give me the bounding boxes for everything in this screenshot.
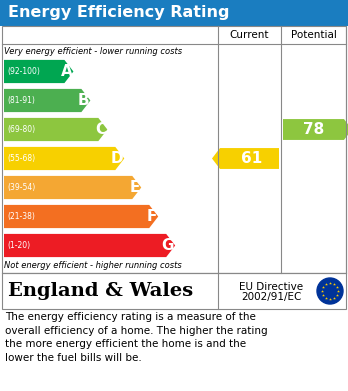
Text: 78: 78 <box>303 122 324 137</box>
Text: (81-91): (81-91) <box>7 96 35 105</box>
Text: (21-38): (21-38) <box>7 212 35 221</box>
Bar <box>2 273 346 309</box>
Polygon shape <box>212 148 279 169</box>
Text: F: F <box>147 209 157 224</box>
Text: EU Directive: EU Directive <box>239 282 303 292</box>
Polygon shape <box>4 89 90 112</box>
Polygon shape <box>4 234 175 257</box>
Text: 2002/91/EC: 2002/91/EC <box>241 292 301 303</box>
Circle shape <box>317 278 343 304</box>
Text: (1-20): (1-20) <box>7 241 30 250</box>
Text: Energy Efficiency Rating: Energy Efficiency Rating <box>8 5 229 20</box>
Text: 61: 61 <box>241 151 262 166</box>
Text: B: B <box>78 93 89 108</box>
Polygon shape <box>4 205 158 228</box>
Text: (55-68): (55-68) <box>7 154 35 163</box>
Text: (92-100): (92-100) <box>7 67 40 76</box>
Polygon shape <box>4 176 141 199</box>
Text: (39-54): (39-54) <box>7 183 35 192</box>
Text: Not energy efficient - higher running costs: Not energy efficient - higher running co… <box>4 261 182 270</box>
Bar <box>0 0 348 26</box>
Text: The energy efficiency rating is a measure of the
overall efficiency of a home. T: The energy efficiency rating is a measur… <box>5 312 268 363</box>
Text: Potential: Potential <box>291 30 337 40</box>
Polygon shape <box>4 118 107 141</box>
Text: E: E <box>130 180 140 195</box>
Text: England & Wales: England & Wales <box>8 282 193 300</box>
Polygon shape <box>4 147 124 170</box>
Text: C: C <box>95 122 106 137</box>
Text: (69-80): (69-80) <box>7 125 35 134</box>
Bar <box>2 26 346 273</box>
Text: A: A <box>61 64 72 79</box>
Text: Current: Current <box>230 30 269 40</box>
Text: D: D <box>111 151 123 166</box>
Polygon shape <box>4 60 73 83</box>
Polygon shape <box>283 119 348 140</box>
Text: Very energy efficient - lower running costs: Very energy efficient - lower running co… <box>4 47 182 56</box>
Text: G: G <box>162 238 174 253</box>
